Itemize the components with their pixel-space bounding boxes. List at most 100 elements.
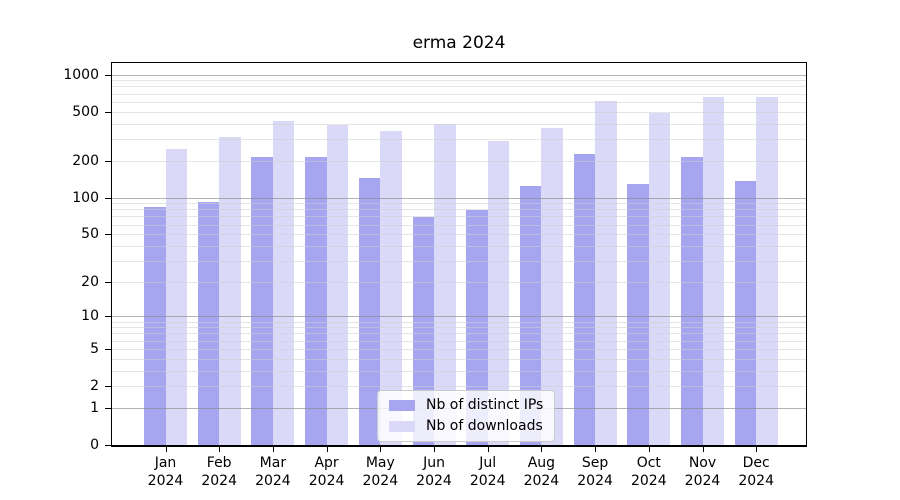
x-tick-label-oct: Oct 2024	[630, 455, 667, 489]
x-tick-mark-may	[380, 447, 382, 452]
x-tick-label-may: May 2024	[362, 455, 399, 489]
bar-distinct-ips-apr	[305, 156, 327, 445]
gridline-minor-60	[112, 224, 806, 226]
bar-downloads-dec	[756, 97, 778, 445]
bar-downloads-jun	[434, 124, 456, 445]
gridline-minor-500	[112, 111, 806, 113]
legend-label-distinct-ips: Nb of distinct IPs	[426, 397, 544, 413]
chart-title: erma 2024	[412, 33, 506, 53]
bar-distinct-ips-jun	[412, 217, 434, 445]
gridline-minor-800	[112, 86, 806, 88]
bar-downloads-oct	[648, 113, 671, 445]
x-tick-mark-oct	[648, 447, 650, 452]
legend: Nb of distinct IPs Nb of downloads	[377, 390, 556, 442]
x-tick-mark-apr	[326, 447, 328, 452]
y-tick-label-20: 20	[81, 273, 99, 290]
bar-distinct-ips-sep	[573, 154, 596, 445]
y-tick-label-1000: 1000	[63, 66, 99, 83]
gridline-minor-600	[112, 101, 806, 103]
y-tick-mark-2	[105, 386, 111, 388]
x-tick-mark-jun	[434, 447, 435, 452]
x-tick-label-mar: Mar 2024	[255, 455, 291, 489]
x-tick-label-apr: Apr 2024	[308, 455, 345, 489]
bar-distinct-ips-oct	[627, 183, 649, 445]
gridline-minor-6	[112, 340, 806, 342]
x-tick-label-jun: Jun 2024	[416, 455, 452, 489]
gridline-major-100	[112, 197, 806, 199]
x-tick-mark-feb	[219, 447, 221, 452]
bar-downloads-feb	[219, 137, 241, 445]
gridline-minor-50	[112, 234, 806, 236]
gridline-minor-3	[112, 370, 806, 372]
gridline-minor-2	[112, 386, 806, 388]
gridline-minor-80	[112, 209, 806, 211]
bar-distinct-ips-aug	[519, 185, 542, 445]
bar-distinct-ips-dec	[734, 181, 757, 445]
y-tick-mark-100	[105, 197, 111, 199]
x-tick-mark-aug	[541, 447, 543, 452]
x-tick-mark-jan	[165, 447, 167, 452]
legend-swatch-downloads	[389, 420, 415, 432]
x-tick-label-jan: Jan 2024	[147, 455, 184, 489]
y-tick-label-200: 200	[72, 152, 99, 169]
gridline-minor-20	[112, 281, 806, 283]
y-tick-mark-10	[105, 316, 111, 318]
y-tick-mark-5	[105, 348, 111, 350]
gridline-minor-700	[112, 93, 806, 95]
bar-downloads-apr	[326, 124, 349, 445]
y-tick-label-1: 1	[90, 399, 99, 416]
y-tick-label-500: 500	[72, 103, 99, 120]
bar-downloads-jan	[165, 148, 187, 445]
y-tick-mark-50	[105, 234, 111, 236]
bar-downloads-mar	[272, 120, 295, 445]
y-tick-mark-0	[105, 445, 111, 446]
x-tick-label-dec: Dec 2024	[738, 455, 774, 489]
x-tick-mark-dec	[756, 447, 758, 452]
legend-row-distinct-ips: Nb of distinct IPs	[389, 397, 543, 413]
y-tick-mark-500	[105, 111, 111, 113]
x-tick-mark-nov	[702, 447, 704, 452]
gridline-minor-90	[112, 203, 806, 205]
plot-area: Nb of distinct IPs Nb of downloads	[111, 62, 807, 447]
x-tick-label-nov: Nov 2024	[684, 455, 721, 489]
gridline-major-10	[112, 316, 806, 318]
gridline-minor-400	[112, 123, 806, 125]
gridline-minor-7	[112, 333, 806, 335]
bar-downloads-aug	[541, 127, 563, 445]
gridline-minor-5	[112, 348, 806, 350]
gridline-minor-300	[112, 138, 806, 140]
y-tick-label-0: 0	[90, 437, 99, 453]
gridline-minor-30	[112, 260, 806, 262]
y-tick-label-5: 5	[90, 340, 99, 357]
x-tick-mark-jul	[487, 447, 489, 452]
x-tick-label-aug: Aug 2024	[523, 455, 560, 489]
y-tick-mark-1000	[105, 74, 111, 76]
x-tick-label-sep: Sep 2024	[577, 455, 613, 489]
bar-distinct-ips-mar	[251, 156, 273, 445]
bar-downloads-sep	[595, 100, 617, 445]
gridline-minor-9	[112, 321, 806, 323]
x-tick-mark-mar	[272, 447, 274, 452]
y-tick-mark-1	[105, 407, 111, 409]
gridline-minor-40	[112, 245, 806, 247]
x-tick-mark-sep	[595, 447, 597, 452]
y-tick-mark-20	[105, 281, 111, 283]
y-tick-mark-200	[105, 160, 111, 162]
legend-swatch-distinct-ips	[389, 399, 415, 411]
x-tick-label-feb: Feb 2024	[201, 455, 237, 489]
gridline-minor-70	[112, 216, 806, 218]
gridline-major-1000	[112, 74, 806, 76]
y-tick-label-2: 2	[90, 378, 99, 395]
gridline-minor-900	[112, 80, 806, 82]
gridline-minor-200	[112, 160, 806, 162]
legend-label-downloads: Nb of downloads	[426, 418, 543, 434]
bar-distinct-ips-feb	[197, 201, 220, 445]
bar-distinct-ips-may	[358, 178, 381, 445]
bar-distinct-ips-nov	[681, 157, 703, 445]
y-tick-label-50: 50	[81, 226, 99, 243]
gridline-minor-4	[112, 358, 806, 360]
legend-row-downloads: Nb of downloads	[389, 418, 543, 434]
bar-distinct-ips-jan	[144, 207, 166, 445]
gridline-minor-8	[112, 327, 806, 329]
